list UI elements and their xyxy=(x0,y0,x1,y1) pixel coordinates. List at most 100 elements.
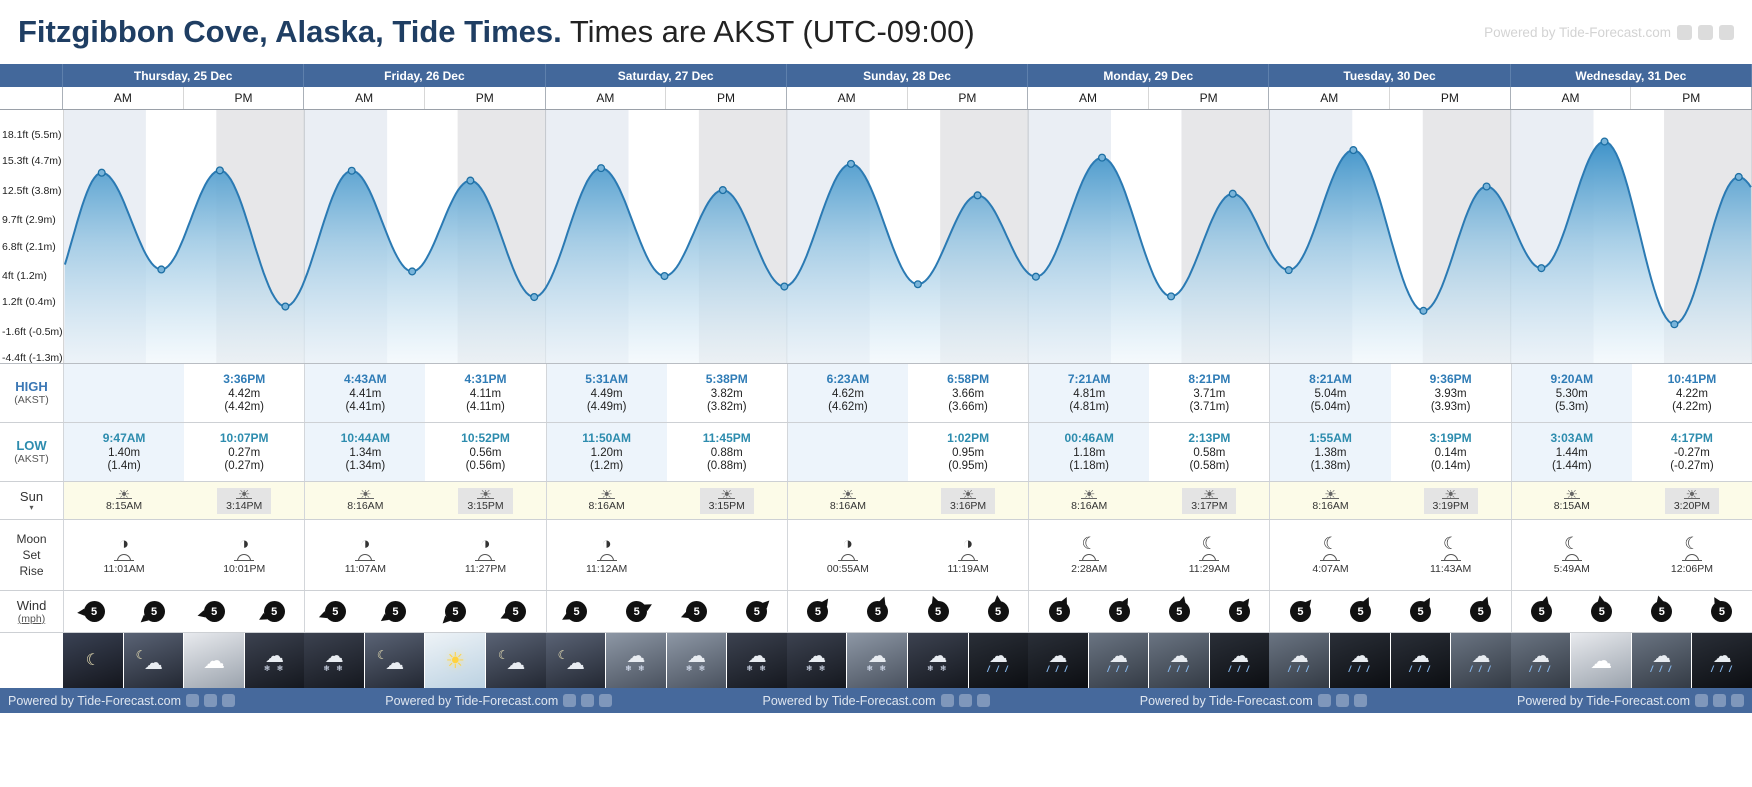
wind-arrow-icon: ▶ xyxy=(197,609,207,622)
wind-unit-link[interactable]: (mph) xyxy=(17,612,46,625)
snow-glyph: ❄ ❄ xyxy=(805,663,828,673)
ampm-cell-day-4: AM PM xyxy=(1028,87,1270,109)
share-icon[interactable] xyxy=(1353,694,1367,707)
facebook-icon[interactable] xyxy=(186,694,199,707)
weather-icon-clear-night: ☾ xyxy=(63,633,123,688)
day-4-sun-cell: ☀ 8:16AM ☀ 3:17PM xyxy=(1028,482,1270,519)
wind-speed-value: 5 xyxy=(693,605,700,618)
wind-arrow-icon: ▶ xyxy=(318,610,329,623)
high-tide-entry: 8:21AM 5.04m (5.04m) xyxy=(1309,372,1352,414)
high-tide-height-alt: (4.81m) xyxy=(1069,400,1110,413)
day-1-wind-cell: ▶ 5 ▶ 5 ▶ 5 ▶ 5 xyxy=(304,591,545,632)
share-icon[interactable] xyxy=(1731,694,1744,707)
moon-phase-icon: ◑ xyxy=(962,534,974,553)
rain-glyph: / / / xyxy=(1469,663,1493,674)
sunset-entry: ☀ 3:20PM xyxy=(1664,487,1720,514)
moon-half-cell: ☾ 4:07AM xyxy=(1270,520,1390,590)
footer-powered-by: Powered by Tide-Forecast.com xyxy=(8,694,235,708)
wind-arrow-icon: ▶ xyxy=(1652,594,1664,604)
share-icon[interactable] xyxy=(976,694,990,707)
sun-glyph: ☀ xyxy=(1565,489,1579,499)
sunrise-icon: ☀ xyxy=(1322,490,1339,499)
high-am-cell: 4:43AM 4.41m (4.41m) xyxy=(305,364,426,422)
am-label: AM xyxy=(1028,87,1149,109)
wind-speed-value: 5 xyxy=(573,605,580,618)
share-icon[interactable] xyxy=(599,694,613,707)
snow-glyph: ❄ ❄ xyxy=(685,663,708,673)
cloud-glyph: ☁ xyxy=(1590,647,1613,673)
moon-phase-icon: ◑ xyxy=(360,534,371,553)
high-tide-height: 4.81m xyxy=(1073,387,1106,400)
ampm-cell-day-3: AM PM xyxy=(787,87,1029,109)
twitter-icon[interactable] xyxy=(1698,24,1713,40)
wind-direction-badge: ▶ 5 xyxy=(1048,594,1070,622)
y-axis-label: 15.3ft (4.7m) xyxy=(2,155,62,168)
moon-phase-icon: ◑ xyxy=(118,534,130,553)
footer-powered-by-text: Powered by Tide-Forecast.com xyxy=(1139,693,1313,708)
weather-icon-snow-night: ☁ ❄ ❄ xyxy=(727,633,787,688)
twitter-icon[interactable] xyxy=(1713,694,1726,707)
low-tide-entry: 10:07PM 0.27m (0.27m) xyxy=(220,431,269,473)
high-pm-cell: 10:41PM 4.22m (4.22m) xyxy=(1632,364,1752,422)
facebook-icon[interactable] xyxy=(563,694,577,707)
snow-glyph: ❄ ❄ xyxy=(746,663,768,673)
high-am-cell: 7:21AM 4.81m (4.81m) xyxy=(1029,364,1150,422)
twitter-icon[interactable] xyxy=(958,694,972,707)
footer-powered-by-text: Powered by Tide-Forecast.com xyxy=(762,693,936,708)
wind-arrow-icon: ▶ xyxy=(77,607,86,619)
low-pm-cell: 4:17PM -0.27m (-0.27m) xyxy=(1632,423,1752,481)
high-tide-height-alt: (5.3m) xyxy=(1555,400,1589,413)
twitter-icon[interactable] xyxy=(1335,694,1349,707)
low-tide-time: 11:45PM xyxy=(702,430,751,445)
day-6-weather-cell: ☁ / / / ☁ ☁ / / / ☁ / / / xyxy=(1510,633,1752,688)
high-tide-time: 7:21AM xyxy=(1067,371,1111,386)
tide-extreme-marker xyxy=(1031,272,1040,281)
wind-direction-badge: ▶ 5 xyxy=(867,594,889,622)
sunrise-icon: ☀ xyxy=(598,490,615,499)
low-tide-height: -0.27m xyxy=(1674,446,1710,459)
am-label: AM xyxy=(1269,87,1391,109)
moon-rise-time: 2:28AM xyxy=(1071,563,1108,575)
sunrise-time: 8:16AM xyxy=(347,499,384,512)
moon-phase-icon: ☾ xyxy=(1684,534,1700,553)
low-tide-entry: 3:03AM 1.44m (1.44m) xyxy=(1550,431,1593,473)
low-tide-height: 0.88m xyxy=(710,446,743,459)
low-tide-entry: 10:52PM 0.56m (0.56m) xyxy=(461,431,510,473)
rain-glyph: / / / xyxy=(1348,663,1372,674)
tide-extreme-marker xyxy=(780,282,789,291)
wind-direction-badge: ▶ 5 xyxy=(1531,594,1553,622)
tide-extreme-marker xyxy=(1097,153,1107,162)
cloud-glyph: ☁ xyxy=(1289,645,1309,667)
moon-rise-time: 00:55AM xyxy=(826,563,869,575)
twitter-icon[interactable] xyxy=(204,694,217,707)
low-tide-height: 1.40m xyxy=(108,446,141,459)
cloud-glyph: ☁ xyxy=(202,647,225,673)
weather-icon-rain: ☁ / / / xyxy=(1451,633,1511,688)
rain-glyph: / / / xyxy=(1228,663,1251,674)
low-tide-height: 1.38m xyxy=(1314,446,1347,459)
facebook-icon[interactable] xyxy=(940,694,954,707)
wind-speed-value: 5 xyxy=(211,605,218,618)
moon-row: Moon Set Rise ◑ 11:01AM ◑ 10:01PM ◑ 11:07AM ◑ 1… xyxy=(0,519,1752,590)
wind-speed-value: 5 xyxy=(1056,605,1063,618)
cloud-glyph: ☁ xyxy=(1350,645,1370,667)
share-icon[interactable] xyxy=(1719,24,1734,40)
footer-powered-by-text: Powered by Tide-Forecast.com xyxy=(8,693,181,708)
facebook-icon[interactable] xyxy=(1317,694,1331,707)
moon-rise-icon xyxy=(1079,554,1100,561)
moon-half-cell: ◑ 10:01PM xyxy=(184,520,304,590)
sunrise-entry: ☀ 8:16AM xyxy=(589,490,625,512)
twitter-icon[interactable] xyxy=(581,694,595,707)
wind-arrow-icon: ▶ xyxy=(1176,594,1188,604)
share-icon[interactable] xyxy=(222,694,235,707)
facebook-icon[interactable] xyxy=(1677,24,1692,40)
day-5-sun-cell: ☀ 8:16AM ☀ 3:19PM xyxy=(1269,482,1511,519)
day-3-weather-cell: ☁ ❄ ❄ ☁ ❄ ❄ ☁ ❄ ❄ ☁ / / / xyxy=(786,633,1029,688)
sun-caret-icon[interactable]: ▾ xyxy=(29,503,34,512)
wind-direction-badge: ▶ 5 xyxy=(680,601,708,622)
ampm-cell-day-0: AM PM xyxy=(63,87,305,109)
low-tide-height: 1.20m xyxy=(590,446,623,459)
facebook-icon[interactable] xyxy=(1695,694,1708,707)
y-axis-label: -1.6ft (-0.5m) xyxy=(2,325,63,338)
day-2-low-cell: 11:50AM 1.20m (1.2m) 11:45PM 0.88m (0.88m) xyxy=(545,423,787,481)
